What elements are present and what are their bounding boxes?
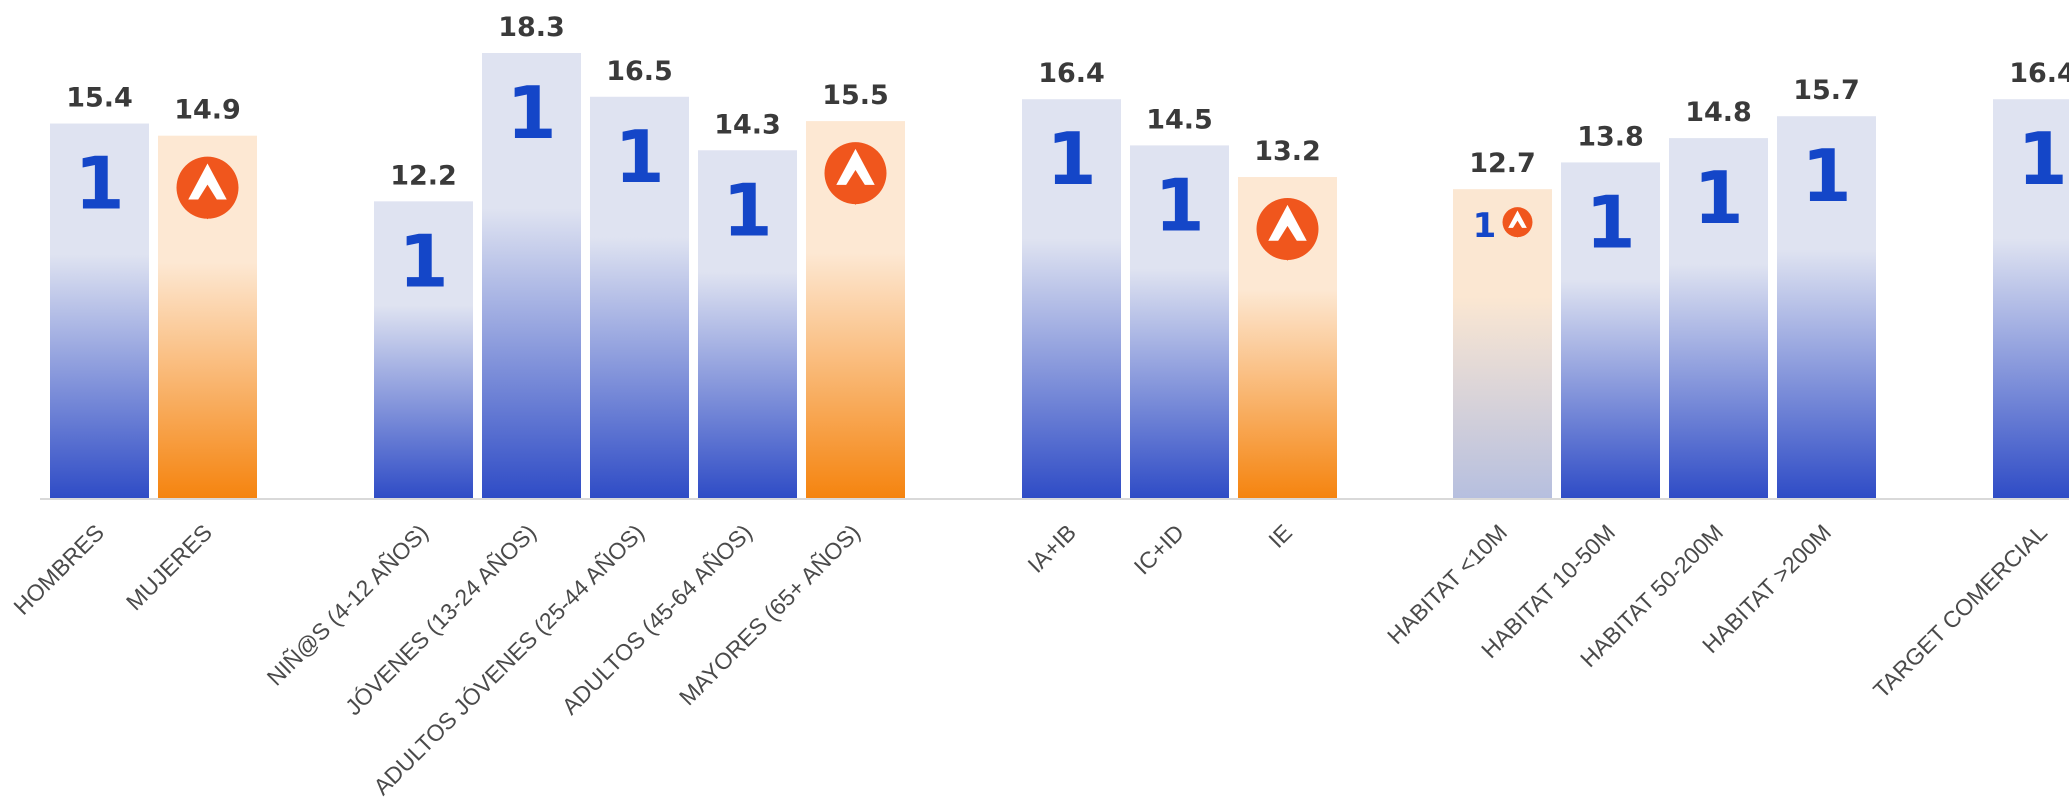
la1-icon: 1 (398, 219, 448, 303)
la1-icon: 1 (1585, 180, 1635, 264)
value-label-5: 16.5 (606, 56, 673, 87)
bar-9 (1130, 145, 1229, 499)
bar-14 (1777, 116, 1876, 498)
la1-icon: 1 (722, 168, 772, 252)
bar-8 (1022, 99, 1121, 499)
bar-12 (1561, 162, 1660, 499)
bar-3 (374, 201, 473, 499)
value-label-6: 14.3 (714, 109, 781, 140)
value-label-12: 13.8 (1577, 121, 1644, 152)
value-label-13: 14.8 (1685, 97, 1752, 128)
value-label-4: 18.3 (498, 12, 565, 43)
category-label-6: ADULTOS (45-64 AÑOS) (557, 519, 757, 719)
la1-icon: 1 (1154, 163, 1204, 247)
bar-15 (1993, 99, 2069, 499)
category-label-8: IA+IB (1022, 519, 1081, 578)
antena3-icon (176, 156, 239, 220)
category-label-15: TARGET COMERCIAL (1868, 519, 2052, 703)
la1-icon: 1 (1473, 206, 1497, 246)
antena3-icon (824, 142, 887, 205)
category-label-4: JÓVENES (13-24 AÑOS) (340, 519, 541, 720)
value-label-1: 15.4 (66, 83, 133, 114)
value-label-3: 12.2 (390, 160, 457, 191)
bar-11 (1453, 189, 1552, 498)
la1-icon: 1 (74, 142, 124, 226)
bar-6 (698, 150, 797, 498)
value-label-11: 12.7 (1469, 148, 1536, 179)
category-label-7: MAYORES (65+ AÑOS) (674, 519, 865, 710)
value-label-10: 13.2 (1254, 136, 1321, 167)
category-label-9: IC+ID (1129, 519, 1189, 579)
bar-5 (590, 96, 689, 498)
la1-icon: 1 (1693, 156, 1743, 240)
value-label-15: 16.4 (2009, 58, 2069, 89)
antena3-icon (1502, 207, 1533, 238)
value-label-7: 15.5 (822, 80, 889, 111)
value-label-9: 14.5 (1146, 104, 1213, 135)
bar-1 (50, 123, 149, 498)
antena3-icon (1256, 198, 1319, 261)
bar-13 (1669, 138, 1768, 498)
la1-icon: 1 (2017, 117, 2067, 201)
bar-4 (482, 53, 581, 498)
category-label-2: MUJERES (121, 519, 217, 615)
value-label-2: 14.9 (174, 95, 241, 126)
la1-icon: 1 (506, 71, 556, 155)
value-label-8: 16.4 (1038, 58, 1105, 89)
value-label-14: 15.7 (1793, 75, 1860, 106)
la1-icon: 1 (1046, 117, 1096, 201)
la1-icon: 1 (614, 115, 664, 199)
la1-icon: 1 (1801, 134, 1851, 218)
category-label-10: IE (1263, 519, 1297, 553)
category-label-1: HOMBRES (8, 519, 109, 620)
